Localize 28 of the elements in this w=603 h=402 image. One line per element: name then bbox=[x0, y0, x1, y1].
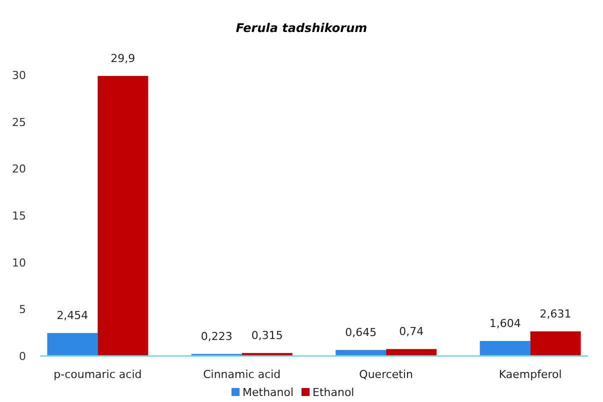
bar bbox=[480, 340, 530, 356]
chart-title: Ferula tadshikorum bbox=[236, 21, 368, 35]
y-tick-label: 25 bbox=[12, 116, 26, 129]
x-tick-label: Quercetin bbox=[359, 368, 414, 381]
data-label: 0,315 bbox=[251, 329, 283, 342]
bar bbox=[386, 349, 437, 356]
y-tick-label: 15 bbox=[12, 210, 26, 222]
y-tick-label: 5 bbox=[19, 303, 26, 316]
data-label: 29,9 bbox=[110, 52, 136, 65]
data-label: 0,223 bbox=[200, 330, 232, 343]
data-label: 2,454 bbox=[56, 309, 88, 322]
legend-label: Methanol bbox=[242, 386, 294, 399]
bar bbox=[98, 76, 148, 356]
legend-label: Ethanol bbox=[312, 386, 354, 399]
y-tick-label: 0 bbox=[19, 350, 26, 363]
data-label: 0,645 bbox=[345, 326, 377, 339]
data-label: 2,631 bbox=[540, 307, 572, 320]
x-tick-label: Kaempferol bbox=[498, 368, 562, 381]
bar bbox=[47, 333, 98, 356]
x-tick-label: p-coumaric acid bbox=[54, 368, 142, 381]
y-tick-label: 30 bbox=[12, 69, 26, 82]
data-label: 1,604 bbox=[489, 316, 521, 330]
bar bbox=[530, 331, 581, 356]
data-label: 0,74 bbox=[399, 325, 424, 338]
bar bbox=[336, 350, 386, 356]
y-tick-label: 20 bbox=[12, 162, 26, 176]
y-tick-label: 10 bbox=[12, 256, 26, 270]
x-tick-label: Cinnamic acid bbox=[203, 368, 281, 381]
